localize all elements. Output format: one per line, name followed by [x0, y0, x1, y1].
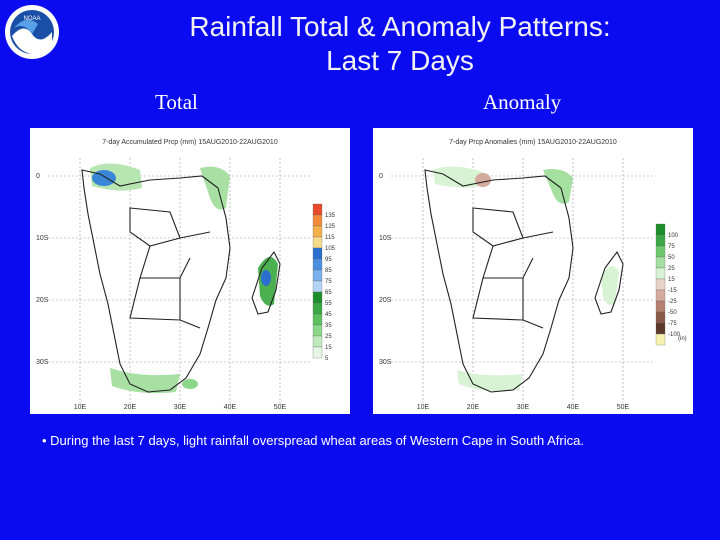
total-lat-tick: 10S — [36, 235, 49, 242]
total-legend-swatch — [312, 346, 323, 359]
total-legend-swatch — [312, 313, 323, 326]
anomaly-legend-swatch — [655, 234, 666, 247]
total-grid — [48, 158, 310, 403]
anomaly-legend-label: 50 — [668, 255, 675, 261]
total-lon-tick: 10E — [74, 404, 87, 411]
anomaly-lat-tick: 0 — [379, 173, 383, 180]
total-legend: 135 125 115 105 95 85 75 65 55 45 35 25 15 5 — [312, 203, 336, 362]
total-lon-tick: 30E — [174, 404, 187, 411]
total-legend-swatch — [312, 258, 323, 271]
total-legend-label: 85 — [325, 268, 332, 274]
label-anomaly: Anomaly — [483, 90, 562, 114]
anomaly-lat-tick: 10S — [379, 235, 392, 242]
anomaly-lon-tick: 30E — [517, 404, 530, 411]
anomaly-legend-label: 25 — [668, 266, 675, 272]
slide-title: Rainfall Total & Anomaly Patterns: Last … — [100, 10, 700, 78]
noaa-logo: NOAA — [5, 5, 59, 59]
title-line-2: Last 7 Days — [326, 45, 474, 76]
total-legend-label: 5 — [325, 356, 329, 362]
anomaly-legend-swatch — [655, 267, 666, 280]
anomaly-legend-label: -100 — [668, 332, 681, 338]
total-legend-swatch — [312, 291, 323, 304]
anomaly-legend-label: 75 — [668, 244, 675, 250]
anomaly-rain-areas — [433, 166, 619, 392]
anomaly-grid — [391, 158, 653, 403]
total-legend-swatch — [312, 324, 323, 337]
total-lon-tick: 50E — [274, 404, 287, 411]
anomaly-legend-swatch — [655, 223, 666, 236]
total-legend-swatch — [312, 302, 323, 315]
total-lat-tick: 0 — [36, 173, 40, 180]
total-legend-swatch — [312, 280, 323, 293]
total-map-title: 7-day Accumulated Prcp (mm) 15AUG2010-22… — [102, 139, 278, 146]
total-legend-swatch — [312, 203, 323, 216]
anomaly-legend-swatch — [655, 289, 666, 302]
total-legend-label: 25 — [325, 334, 332, 340]
anomaly-legend-swatch — [655, 322, 666, 335]
title-line-1: Rainfall Total & Anomaly Patterns: — [189, 11, 611, 42]
total-legend-label: 35 — [325, 323, 332, 329]
anomaly-lat-tick: 20S — [379, 297, 392, 304]
anomaly-legend-label: 100 — [668, 233, 679, 239]
total-legend-label: 45 — [325, 312, 332, 318]
total-legend-swatch — [312, 225, 323, 238]
anomaly-legend-label: -50 — [668, 310, 677, 316]
label-total: Total — [155, 90, 198, 114]
total-legend-label: 105 — [325, 246, 336, 252]
anomaly-legend-swatch — [655, 333, 666, 346]
total-lon-tick: 20E — [124, 404, 137, 411]
total-map-panel: 7-day Accumulated Prcp (mm) 15AUG2010-22… — [30, 128, 350, 414]
total-coastline — [81, 169, 281, 393]
anomaly-legend-label: -15 — [668, 288, 677, 294]
total-legend-swatch — [312, 335, 323, 348]
total-legend-label: 65 — [325, 290, 332, 296]
anomaly-lon-tick: 50E — [617, 404, 630, 411]
anomaly-legend-swatch — [655, 256, 666, 269]
anomaly-legend-swatch — [655, 245, 666, 258]
total-legend-label: 125 — [325, 224, 336, 230]
total-rain-areas — [90, 163, 278, 394]
anomaly-coastline — [424, 169, 624, 393]
anomaly-legend-label: 15 — [668, 277, 675, 283]
anomaly-map-title: 7-day Prcp Anomalies (mm) 15AUG2010-22AU… — [449, 139, 617, 146]
logo-text: NOAA — [23, 16, 40, 22]
total-legend-swatch — [312, 236, 323, 249]
total-legend-label: 55 — [325, 301, 332, 307]
anomaly-lon-tick: 40E — [567, 404, 580, 411]
anomaly-legend-unit: (in) — [678, 336, 687, 342]
anomaly-legend-swatch — [655, 300, 666, 313]
anomaly-lon-tick: 20E — [467, 404, 480, 411]
total-legend-label: 115 — [325, 235, 335, 241]
anomaly-legend: 100 75 50 25 15 -15 -25 -50 -75 -100 — [655, 223, 681, 346]
anomaly-legend-label: -25 — [668, 299, 677, 305]
bullet-text: • During the last 7 days, light rainfall… — [42, 433, 584, 448]
total-legend-swatch — [312, 247, 323, 260]
anomaly-lat-tick: 30S — [379, 359, 392, 366]
total-lon-tick: 40E — [224, 404, 237, 411]
total-lat-tick: 20S — [36, 297, 49, 304]
anomaly-legend-swatch — [655, 278, 666, 291]
total-legend-label: 75 — [325, 279, 332, 285]
anomaly-map-panel: 7-day Prcp Anomalies (mm) 15AUG2010-22AU… — [373, 128, 693, 414]
total-legend-label: 95 — [325, 257, 332, 263]
anomaly-lon-tick: 10E — [417, 404, 430, 411]
total-legend-label: 15 — [325, 345, 332, 351]
total-legend-swatch — [312, 269, 323, 282]
total-lat-tick: 30S — [36, 359, 49, 366]
total-legend-swatch — [312, 214, 323, 227]
total-legend-label: 135 — [325, 213, 336, 219]
anomaly-legend-swatch — [655, 311, 666, 324]
anomaly-legend-label: -75 — [668, 321, 677, 327]
